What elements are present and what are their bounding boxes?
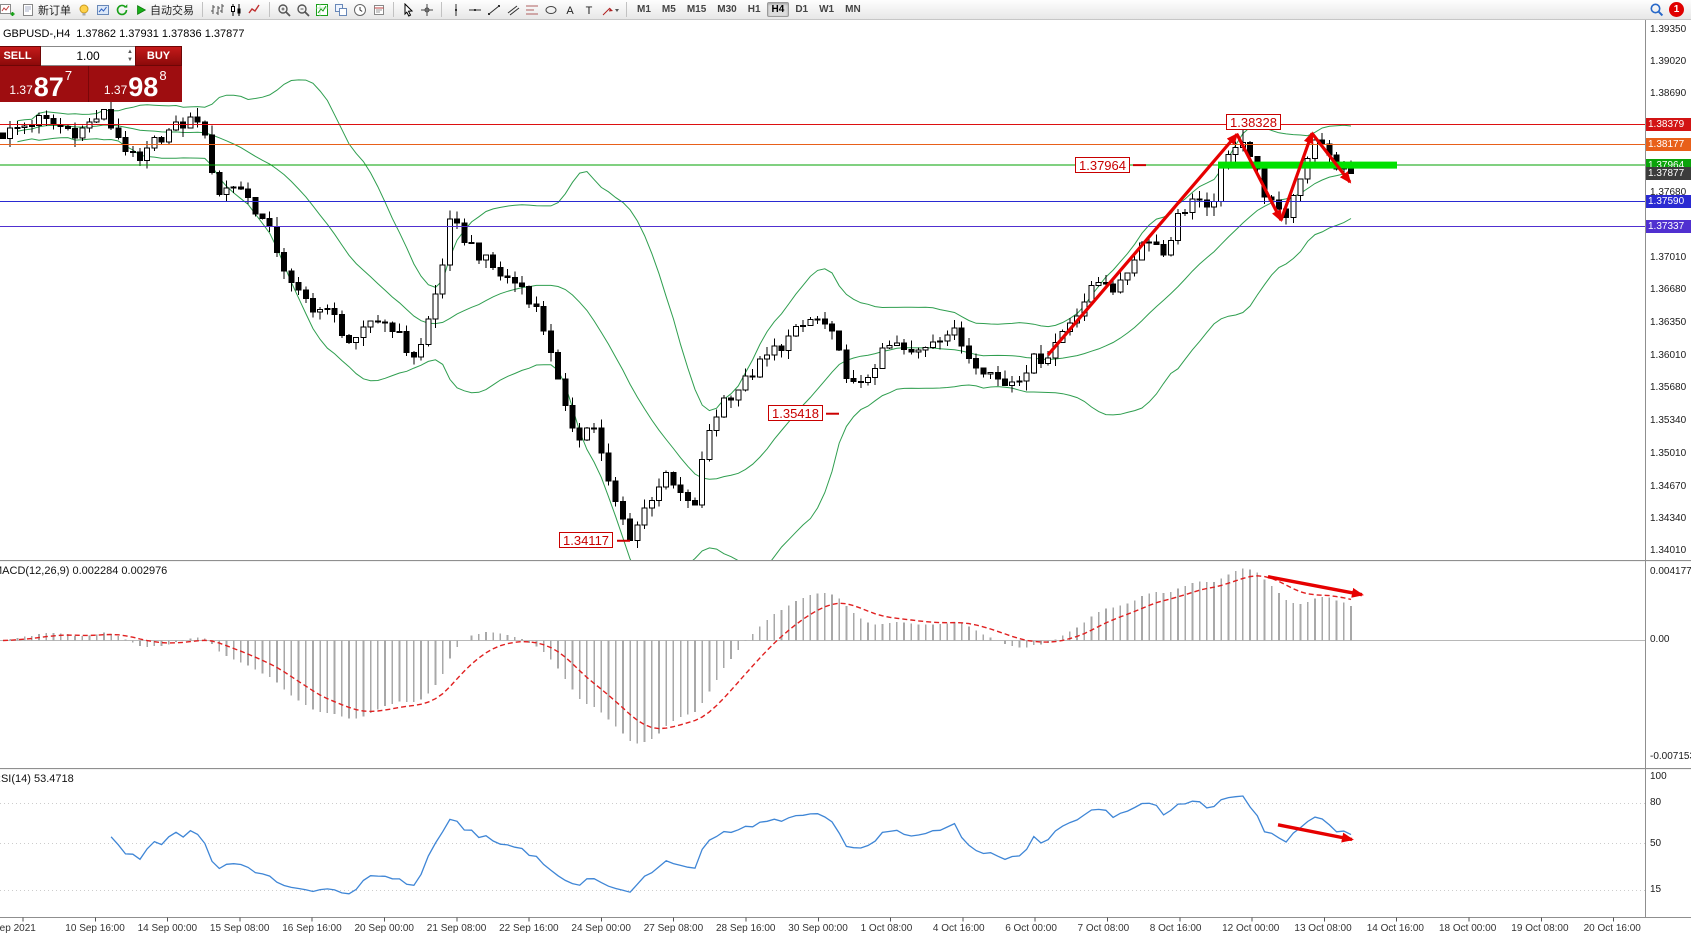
buy-price-prefix: 1.37 [103, 83, 128, 97]
crosshair-icon[interactable] [418, 1, 436, 19]
zoom-out-icon[interactable] [294, 1, 312, 19]
tf-w1[interactable]: W1 [819, 4, 835, 15]
candlestick-chart-icon[interactable] [227, 1, 245, 19]
refresh-icon[interactable] [113, 1, 131, 19]
volume-up-icon[interactable]: ▲ [127, 49, 133, 55]
svg-text:T: T [586, 5, 593, 17]
rsi-plot[interactable] [0, 770, 1645, 917]
rsi-line [110, 795, 1352, 895]
chart-canvas [0, 20, 1691, 947]
tf-m1[interactable]: M1 [637, 4, 651, 15]
tf-m15[interactable]: M15 [686, 4, 707, 15]
time-axis[interactable] [0, 918, 1645, 947]
tf-m30[interactable]: M30 [717, 4, 737, 15]
trendline-icon[interactable] [485, 1, 503, 19]
text-tool-icon[interactable]: A [561, 1, 579, 19]
rsi-title: RSI(14) [0, 773, 31, 785]
toolbar-separator [269, 2, 270, 17]
buy-price-display[interactable]: 1.37 98 8 [87, 66, 183, 103]
auto-trading-button[interactable]: 自动交易 [132, 1, 197, 19]
toolbar-separator [626, 2, 627, 17]
fibonacci-icon[interactable] [523, 1, 541, 19]
vertical-line-icon[interactable] [447, 1, 465, 19]
macd-values: 0.002284 0.002976 [72, 565, 168, 577]
macd-histogram [9, 568, 1352, 744]
tf-h4[interactable]: H4 [766, 2, 790, 17]
toolbar-separator [441, 2, 442, 17]
tf-d1[interactable]: D1 [795, 4, 809, 15]
horizontal-line-icon[interactable] [466, 1, 484, 19]
news-icon[interactable] [370, 1, 388, 19]
rsi-label: RSI(14) 53.4718 [0, 773, 74, 785]
new-chart-icon[interactable] [0, 1, 17, 19]
buy-price-big: 98 [128, 72, 159, 103]
trend-arrow[interactable] [1310, 132, 1352, 184]
macd-signal-line [2, 575, 1352, 730]
tf-mn[interactable]: MN [845, 4, 861, 15]
one-click-trading-panel: SELL 1.00 ▲ ▼ BUY 1.37 87 7 1.37 98 8 [0, 46, 182, 102]
notification-badge[interactable]: 1 [1669, 2, 1684, 17]
bulb-icon[interactable] [75, 1, 93, 19]
new-order-icon [21, 3, 35, 17]
sell-price-display[interactable]: 1.37 87 7 [0, 66, 88, 102]
volume-spinner[interactable]: ▲ ▼ [127, 48, 133, 64]
sell-price-big: 87 [33, 72, 64, 103]
toolbar-separator [202, 2, 203, 17]
svg-text:A: A [566, 5, 574, 17]
main-chart-plot[interactable] [0, 20, 1645, 560]
play-icon [135, 4, 147, 16]
buy-button[interactable]: BUY [135, 46, 182, 66]
toolbar: 新订单 自动交易 [0, 0, 1691, 20]
toolbar-separator [393, 2, 394, 17]
trend-arrow[interactable] [1046, 132, 1239, 356]
sell-button[interactable]: SELL [0, 46, 41, 66]
bollinger-middle [17, 124, 1352, 480]
rsi-value: 53.4718 [33, 773, 74, 785]
macd-annotation-arrow[interactable] [1267, 575, 1364, 598]
chart-graphics [0, 20, 1691, 922]
chart-window: 1.39350 1.39020 1.38690 1.37680 1.37010 1.366… [0, 20, 1691, 947]
sell-price-prefix: 1.37 [9, 83, 33, 97]
rsi-annotation-arrow[interactable] [1277, 823, 1354, 843]
price-scale[interactable] [1646, 20, 1691, 917]
label-tool-icon[interactable]: T [580, 1, 598, 19]
bollinger-upper [17, 79, 1352, 412]
macd-label: MACD(12,26,9) 0.002284 0.002976 [0, 565, 167, 577]
macd-plot[interactable] [0, 562, 1645, 768]
search-icon[interactable] [1647, 1, 1666, 19]
volume-down-icon[interactable]: ▼ [127, 57, 133, 63]
bollinger-lower [17, 137, 1352, 560]
bar-chart-icon[interactable] [208, 1, 226, 19]
trend-arrow[interactable] [1235, 133, 1283, 222]
sell-price-sup: 7 [64, 68, 73, 83]
volume-input[interactable]: 1.00 ▲ ▼ [41, 46, 135, 66]
chart-symbol: GBPUSD-,H4 [3, 28, 71, 40]
cursor-icon[interactable] [399, 1, 417, 19]
macd-title: MACD(12,26,9) [0, 565, 70, 577]
indicators-icon[interactable] [313, 1, 331, 19]
clock-icon[interactable] [351, 1, 369, 19]
line-chart-icon[interactable] [246, 1, 264, 19]
buy-price-sup: 8 [159, 68, 167, 83]
auto-trading-label: 自动交易 [150, 4, 194, 17]
support-zone-bar[interactable] [1218, 161, 1397, 169]
chart-ohlc-info: GBPUSD-,H4 1.37862 1.37931 1.37836 1.3787… [3, 28, 250, 40]
tile-windows-icon[interactable] [332, 1, 350, 19]
channel-icon[interactable] [504, 1, 522, 19]
zoom-in-icon[interactable] [275, 1, 293, 19]
volume-value: 1.00 [76, 49, 100, 63]
bollinger-bands [17, 79, 1352, 560]
new-order-label: 新订单 [38, 4, 71, 17]
arrow-tool-icon[interactable] [599, 1, 621, 19]
chart-ohlc-values: 1.37862 1.37931 1.37836 1.37877 [76, 28, 245, 40]
ellipse-tool-icon[interactable] [542, 1, 560, 19]
new-order-button[interactable]: 新订单 [18, 1, 74, 19]
tf-m5[interactable]: M5 [661, 4, 676, 15]
profiles-icon[interactable] [94, 1, 112, 19]
tf-h1[interactable]: H1 [747, 4, 761, 15]
trend-arrow[interactable] [1279, 131, 1314, 221]
